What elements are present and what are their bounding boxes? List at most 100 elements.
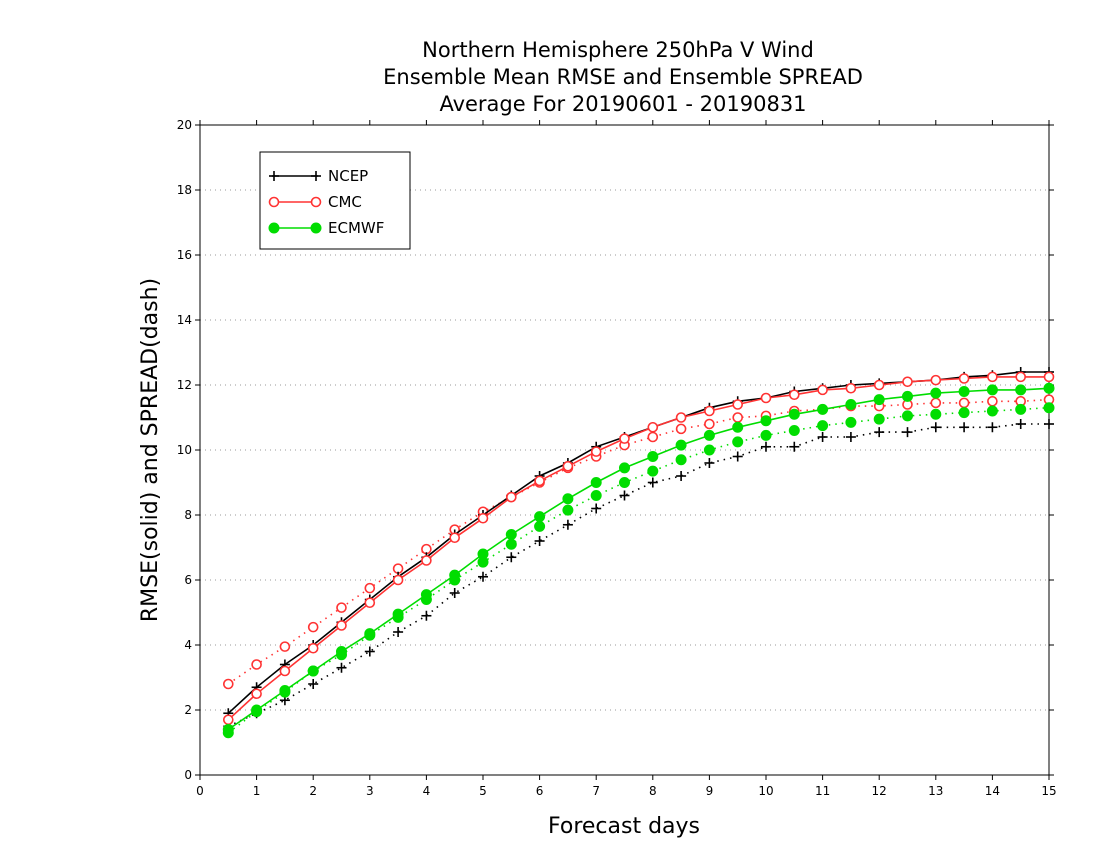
- series-ncep-spread-point: [874, 427, 885, 438]
- x-tick-label: 4: [423, 784, 431, 798]
- legend-item-ncep: NCEP: [269, 167, 368, 185]
- y-tick-label: 8: [184, 508, 192, 522]
- series-cmc-spread-point: [987, 395, 998, 407]
- series-ecmwf-rmse-point: [534, 511, 546, 523]
- series-cmc-rmse-point: [364, 597, 376, 609]
- series-ecmwf-rmse-point: [845, 399, 857, 410]
- series-cmc-rmse-point: [930, 374, 942, 386]
- series-ncep-spread-point: [676, 471, 687, 481]
- series-cmc-rmse-point: [732, 399, 744, 410]
- series-cmc-spread-point: [675, 423, 687, 435]
- series-cmc-rmse-point: [902, 376, 913, 388]
- series-ecmwf-spread-point: [958, 407, 970, 419]
- series-cmc-rmse-point: [1043, 371, 1055, 383]
- series-ecmwf-rmse-point: [279, 685, 291, 696]
- series-ecmwf-rmse-point: [817, 403, 829, 415]
- series-ncep-spread-point: [336, 662, 347, 673]
- series-cmc-spread-point: [307, 621, 319, 633]
- series-ncep-rmse-line: [227, 371, 1049, 714]
- series-cmc-rmse-point: [505, 491, 517, 503]
- series-ncep-spread-point: [619, 490, 630, 501]
- y-tick-label: 4: [184, 638, 192, 652]
- x-tick-label: 15: [1041, 784, 1056, 798]
- series-cmc-rmse-point: [647, 421, 659, 433]
- series-ecmwf-rmse-point: [788, 408, 800, 420]
- series-ecmwf-rmse-point: [986, 384, 998, 396]
- legend-item-cmc-label: CMC: [328, 193, 362, 211]
- legend-item-cmc: CMC: [268, 193, 362, 211]
- y-tick-label: 0: [184, 768, 192, 782]
- series-cmc-rmse-point: [760, 392, 772, 404]
- y-tick-label: 6: [184, 573, 192, 587]
- series-cmc-rmse-point: [675, 412, 687, 423]
- series-ecmwf-rmse-point: [251, 704, 263, 716]
- series-ncep-spread-point: [761, 441, 771, 452]
- x-tick-label: 13: [928, 784, 943, 798]
- series-ncep-spread-line: [227, 423, 1049, 728]
- series-ncep-spread: [223, 419, 1054, 732]
- series-ncep-spread-point: [902, 427, 913, 438]
- series-cmc-rmse-point: [336, 620, 347, 631]
- series-ecmwf-spread-point: [873, 413, 885, 425]
- series-ecmwf-rmse-point: [902, 390, 913, 402]
- series-ecmwf-rmse-line: [227, 387, 1050, 731]
- series-cmc-rmse-point: [421, 555, 432, 566]
- series-ncep-spread-point: [364, 646, 375, 657]
- series-ecmwf-spread-point: [505, 538, 517, 550]
- series-ecmwf-rmse-point: [1015, 384, 1027, 396]
- y-tick-label: 10: [177, 443, 192, 457]
- series-ncep-spread-point: [1044, 419, 1054, 429]
- series-ecmwf-spread-point: [817, 420, 829, 432]
- series-cmc-rmse-point: [1015, 371, 1027, 383]
- series-ecmwf-rmse-point: [647, 451, 659, 462]
- series-ncep-spread-point: [421, 610, 432, 621]
- series-ecmwf-spread-point: [703, 444, 715, 456]
- x-tick-label: 11: [815, 784, 830, 798]
- series-ncep-spread-point: [506, 552, 517, 563]
- series-ecmwf-rmse-point: [336, 646, 347, 657]
- series-ecmwf-rmse-point: [449, 569, 461, 581]
- series-cmc-rmse-point: [449, 532, 461, 544]
- series-ncep-spread-point: [1015, 419, 1026, 429]
- y-tick-label: 20: [177, 118, 192, 132]
- series-cmc-rmse-point: [987, 371, 998, 383]
- x-tick-label: 8: [649, 784, 657, 798]
- series-cmc-rmse-point: [958, 373, 970, 384]
- series-ecmwf-spread-point: [1015, 403, 1027, 415]
- legend-item-ncep-marker-right: [311, 171, 321, 181]
- series-ecmwf-rmse-point: [392, 608, 404, 620]
- series-ncep-spread-point: [591, 503, 602, 514]
- series-ecmwf-spread-point: [930, 408, 942, 420]
- series-ecmwf-spread-point: [562, 504, 574, 516]
- series-ncep-spread-point: [534, 536, 545, 546]
- y-tick-label: 14: [177, 313, 192, 327]
- series-ecmwf-spread-point: [590, 490, 602, 501]
- chart-title-line-3: Average For 20190601 - 20190831: [439, 92, 806, 116]
- series-cmc-spread-line: [227, 398, 1050, 685]
- series-cmc-rmse-point: [817, 384, 828, 396]
- x-tick-label: 3: [366, 784, 374, 798]
- series-layer: [222, 367, 1055, 739]
- series-ecmwf-spread-point: [986, 405, 998, 417]
- series-cmc-rmse-point: [873, 379, 885, 391]
- series-ecmwf-spread-point: [534, 520, 546, 532]
- x-tick-label: 1: [253, 784, 261, 798]
- y-axis-title: RMSE(solid) and SPREAD(dash): [138, 278, 163, 622]
- series-cmc-rmse-point: [534, 475, 545, 487]
- legend-item-ecmwf-marker-left: [268, 222, 280, 234]
- series-ecmwf-spread-point: [760, 429, 772, 441]
- x-tick-label: 6: [536, 784, 544, 798]
- x-tick-label: 9: [706, 784, 714, 798]
- series-ecmwf-spread-point: [675, 454, 687, 466]
- legend: NCEP CMC ECMWF: [259, 151, 411, 250]
- y-tick-label: 16: [177, 248, 192, 262]
- series-cmc-rmse-point: [251, 688, 262, 700]
- series-ncep-spread-point: [308, 679, 319, 689]
- series-ecmwf-spread-line: [227, 406, 1050, 734]
- series-ncep-spread-point: [817, 432, 828, 442]
- series-cmc-rmse-point: [307, 642, 319, 654]
- series-ncep-spread-point: [930, 422, 941, 433]
- series-ncep-spread-point: [789, 441, 800, 452]
- series-ecmwf-spread-point: [902, 410, 913, 422]
